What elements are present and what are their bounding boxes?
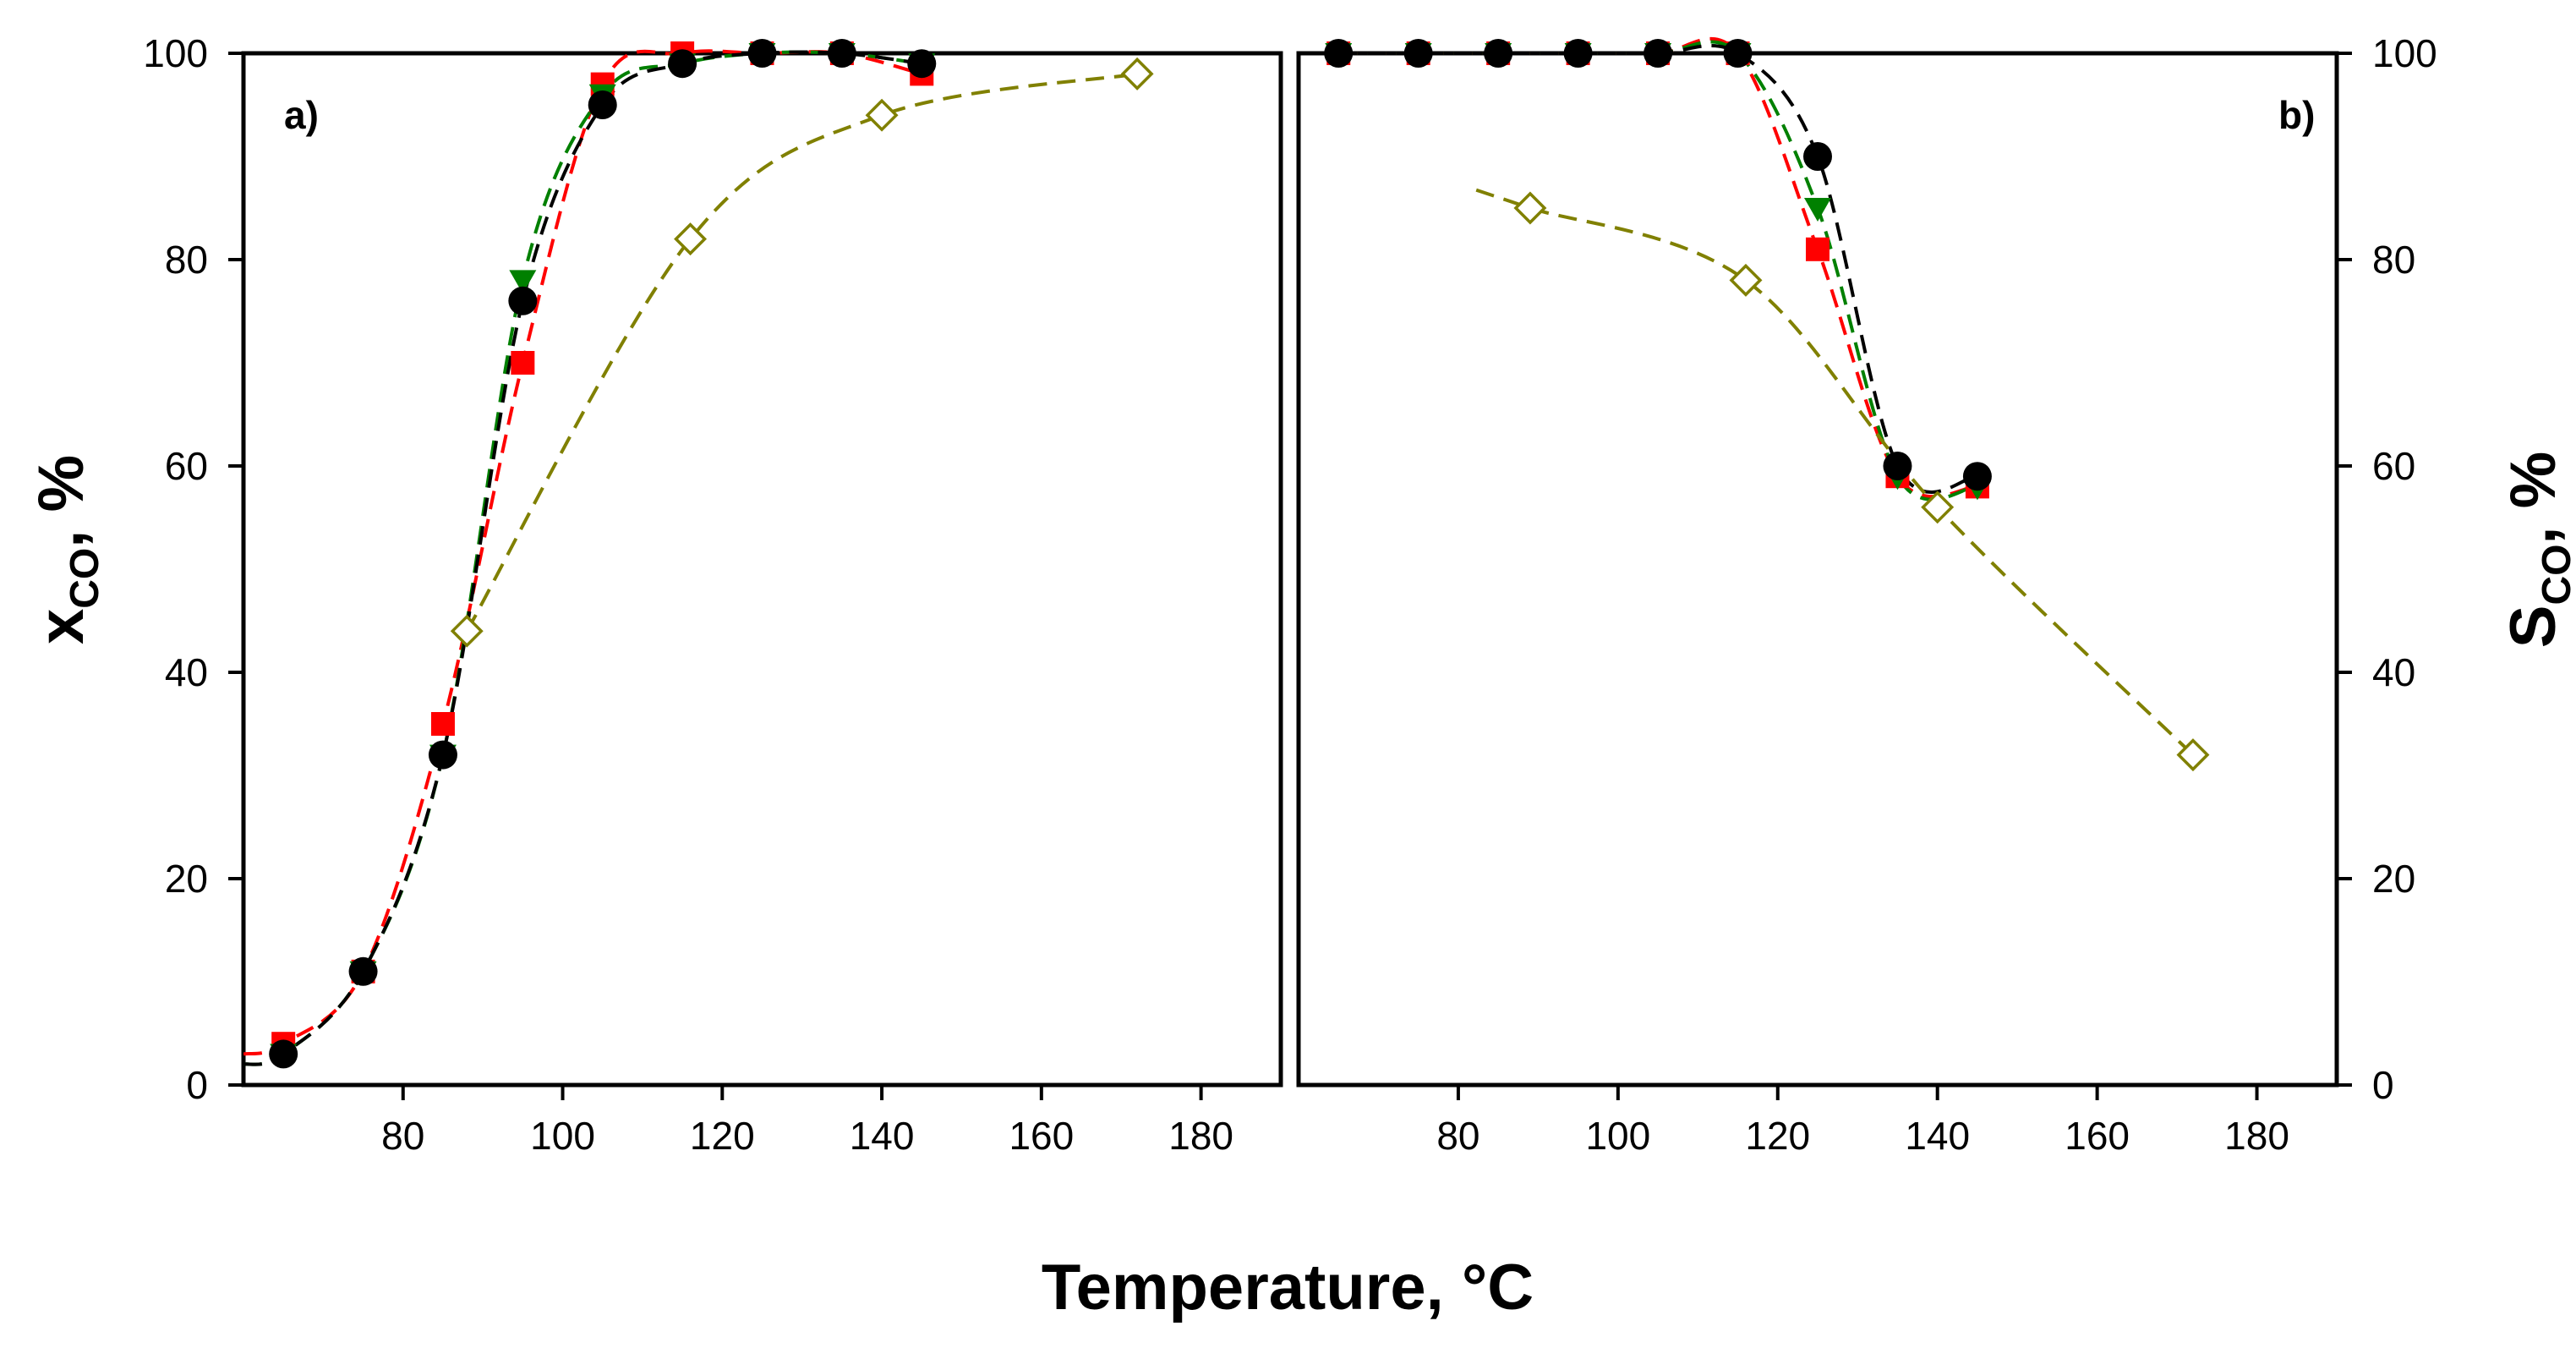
series-line-diamond [1475,188,2195,757]
x-tick-label: 80 [381,1114,424,1158]
panel-label-a: a) [284,93,319,137]
x-axis-title: Temperature, °C [1042,1252,1534,1323]
series-line-diamond [465,72,1138,633]
x-tick-label: 80 [1436,1114,1479,1158]
y-axis-title-right-sub: CO [2535,545,2576,606]
series-line-triangle-down [243,50,922,1066]
data-point-circle [1484,39,1513,68]
series-line-square [243,49,922,1056]
y-tick-label: 60 [165,444,208,488]
data-point-circle [1723,39,1753,68]
data-point-diamond [1513,191,1547,225]
data-point-circle [588,90,617,119]
x-tick-label: 160 [1009,1114,1074,1158]
data-point-triangle-down [1804,198,1831,222]
y-axis-title-left-main: x [25,609,97,644]
data-point-circle [827,39,856,68]
y-axis-title-right: SCO, % [2497,452,2576,649]
plot-frame-b [1296,51,2339,1088]
data-point-circle [1324,39,1354,68]
y-tick-label: 0 [2372,1063,2394,1107]
data-point-diamond [450,614,484,648]
y-tick-label: 80 [2372,238,2415,282]
data-point-diamond [865,98,899,132]
data-point-diamond [1120,57,1154,90]
data-point-triangle-down [509,270,537,294]
data-point-diamond [1921,490,1955,524]
x-tick-label: 120 [1745,1114,1810,1158]
y-tick-label: 60 [2372,444,2415,488]
x-tick-label: 140 [1905,1114,1970,1158]
axis-ticks: 80 100 120 140 160 180 0 20 40 60 80 100 80 100 120 140… [143,31,2437,1158]
data-point-circle [907,49,937,79]
data-point-circle [348,956,378,986]
data-point-diamond [674,222,708,256]
y-tick-label: 40 [2372,650,2415,694]
x-tick-label: 140 [850,1114,915,1158]
panel-label-b: b) [2278,93,2315,137]
data-point-circle [508,286,538,315]
x-tick-label: 160 [2065,1114,2130,1158]
x-tick-label: 100 [1585,1114,1650,1158]
x-tick-label: 180 [2224,1114,2289,1158]
data-point-circle [1803,142,1832,171]
data-point-diamond [2176,738,2210,772]
x-tick-label: 180 [1168,1114,1233,1158]
panel-frames [241,51,2339,1088]
data-point-circle [1962,462,1992,491]
series-lines [243,36,2195,1066]
data-point-square [430,712,455,736]
data-point-circle [1563,39,1593,68]
y-tick-label: 20 [2372,857,2415,901]
y-axis-title-right-suffix: , % [2497,452,2569,545]
data-point-circle [747,39,777,68]
y-tick-label: 40 [165,650,208,694]
data-point-square [511,351,535,375]
y-axis-title-right-main: S [2497,606,2569,649]
data-point-circle [428,740,457,770]
y-tick-label: 0 [186,1063,208,1107]
y-tick-label: 80 [165,238,208,282]
series-line-square [1338,36,1978,499]
series-line-triangle-down [1338,40,1978,501]
data-point-circle [269,1039,298,1069]
y-tick-label: 20 [165,857,208,901]
y-axis-title-left-sub: CO [63,548,107,609]
y-axis-title-left-suffix: , % [25,455,97,548]
data-point-square [1806,237,1829,261]
y-axis-title-left: xCO, % [25,455,107,644]
series-line-circle [243,50,922,1066]
x-tick-label: 100 [530,1114,595,1158]
series-line-circle [1338,44,1978,494]
data-point-circle [1883,452,1912,480]
data-point-circle [1403,39,1433,68]
x-tick-label: 120 [690,1114,755,1158]
y-tick-label: 100 [143,31,208,75]
data-point-diamond [1729,263,1763,297]
y-tick-label: 100 [2372,31,2437,75]
data-point-circle [1643,39,1673,68]
data-point-circle [668,49,697,79]
plot-frame-a [241,51,1283,1088]
series-markers [269,39,2210,1069]
